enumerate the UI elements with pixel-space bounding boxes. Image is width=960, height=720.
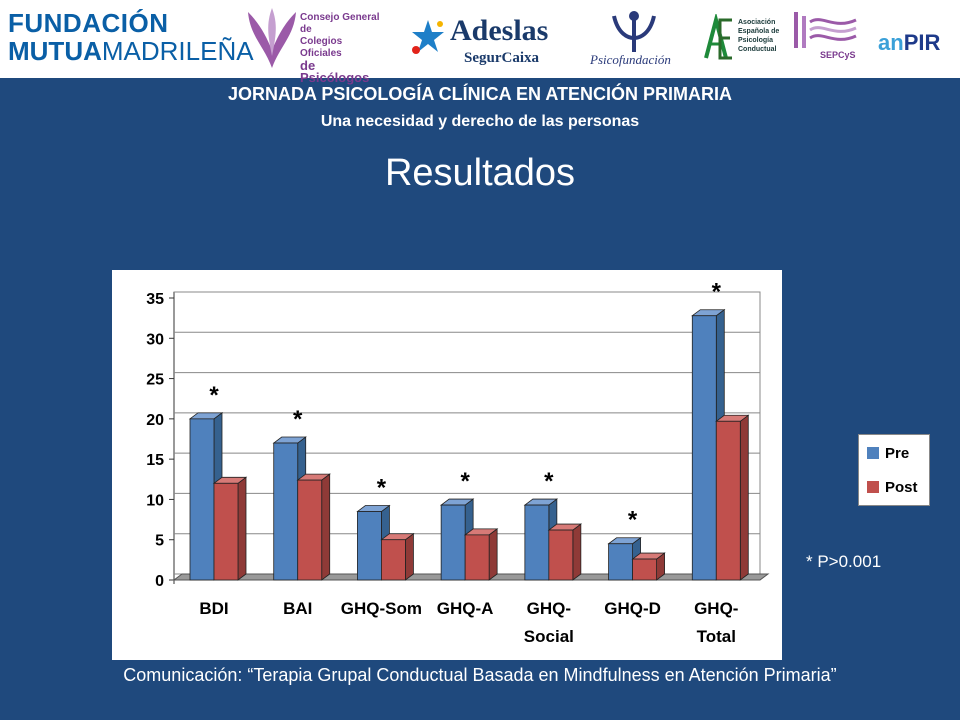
bar-side-post [739,414,749,581]
x-category-label: GHQ- [527,599,571,618]
section-title: Resultados [384,152,576,194]
aepc-text: Asociación Española de Psicología Conduc… [738,18,779,54]
bar-pre-ghq-social [524,504,550,581]
anpir-an: an [878,30,904,55]
aepc-logo: Asociación Española de Psicología Conduc… [702,6,784,72]
colegio-psicologos-logo: Consejo General de Colegios Oficiales de… [244,6,384,84]
fmm-madrilena: MADRILEÑA [101,36,254,66]
x-category-label: GHQ-Som [341,599,422,618]
fmm-mutua: MUTUA [8,36,102,66]
y-tick-label: 35 [146,291,164,308]
bar-pre-ghq-som [357,511,382,581]
aepc-l3: Psicología [738,37,774,44]
sepcys-emblem-icon [794,12,857,48]
significance-star: * [460,468,470,495]
significance-star: * [544,468,554,495]
bar-side-post [488,528,498,581]
significance-star: * [377,475,387,502]
x-category-label: GHQ-A [437,599,494,618]
legend-swatch-post [867,481,879,493]
psi-flower-icon [248,8,296,68]
bar-post-ghq-total [715,420,741,581]
fmm-line1: FUNDACIÓN [8,8,169,38]
bar-post-ghq-a [464,534,490,581]
aepc-l1: Asociación [738,19,776,26]
anpir-logo: anPIR [874,6,954,72]
bar-post-bdi [213,482,239,581]
psicofundacion-logo: Psicofundación [588,6,688,72]
x-category-label: GHQ-D [604,599,661,618]
bar-pre-ghq-total [691,315,717,581]
bar-post-ghq-d [632,558,657,581]
event-subtitle: Una necesidad y derecho de las personas [320,113,640,130]
y-tick-label: 20 [146,412,164,429]
cgcop-text: Consejo General de Colegios Oficiales de… [300,12,384,84]
significance-star: * [712,279,722,306]
cgcop-l2: Colegios Oficiales [300,36,343,59]
y-tick-label: 25 [146,372,164,389]
bar-side-post [572,523,582,581]
x-category-label: Social [524,627,574,646]
significance-star: * [209,382,219,409]
legend-label-pre: Pre [885,445,910,462]
aepc-l4: Conductual [738,46,777,53]
x-category-label: BDI [199,599,228,618]
footer-communication: Comunicación: “Terapia Grupal Conductual… [123,665,837,685]
significance-star: * [628,507,638,534]
chart-legend: Pre Post [858,434,930,506]
legend-label-post: Post [885,479,918,496]
y-tick-label: 15 [146,452,164,469]
bar-chart: 0 5 10 15 20 25 30 35 * BDI * BAI * GHQ-Som * GHQ-A * GHQ… [146,279,770,646]
fmm-line2: MUTUAMADRILEÑA [8,36,254,66]
legend-swatch-pre [867,447,879,459]
y-tick-label: 30 [146,331,164,348]
bar-post-ghq-social [548,529,574,581]
event-title: JORNADA PSICOLOGÍA CLÍNICA EN ATENCIÓN P… [227,84,732,104]
y-tick-label: 0 [155,573,164,590]
cgcop-l1: Consejo General de [300,12,380,35]
adeslas-name: Adeslas [450,14,549,47]
psicofundacion-name: Psicofundación [590,52,671,67]
caixa-star-icon [412,20,444,54]
y-tick-label: 10 [146,492,164,509]
bar-post-bai [297,479,323,581]
bar-side-post [321,473,331,581]
y-tick-label: 5 [155,533,164,550]
bar-pre-bai [273,442,299,581]
sepcys-name: SEPCyS [820,50,856,60]
cgcop-l3: de Psicólogos [300,58,370,85]
significance-note: * P>0.001 [806,552,882,571]
chart-area: 0 5 10 15 20 25 30 35 * BDI * BAI * GHQ-Som * GHQ-A * GHQ… [112,270,782,660]
bar-pre-bdi [189,418,215,581]
bar-post-ghq-som [381,539,406,581]
bar-side-post [405,532,414,581]
adeslas-logo: Adeslas SegurCaixa [404,6,580,72]
psicofundacion-emblem-icon [612,11,656,52]
x-category-label: BAI [283,599,312,618]
aepc-emblem-icon [704,14,732,60]
x-category-label: Total [697,627,736,646]
x-category-label: GHQ- [694,599,738,618]
anpir-pir: PIR [903,30,941,55]
bar-pre-ghq-a [440,504,466,581]
fundacion-mutua-madrilena-logo: FUNDACIÓN MUTUAMADRILEÑA [8,8,254,76]
sepcys-logo: SEPCyS [790,6,866,72]
anpir-name: anPIR [878,30,940,56]
aepc-l2: Española de [738,28,780,35]
bar-pre-ghq-d [608,543,633,581]
significance-star: * [293,406,303,433]
logo-bar: FUNDACIÓN MUTUAMADRILEÑA Consejo General… [0,0,960,84]
bar-side-post [237,476,247,581]
adeslas-sub: SegurCaixa [464,50,539,66]
